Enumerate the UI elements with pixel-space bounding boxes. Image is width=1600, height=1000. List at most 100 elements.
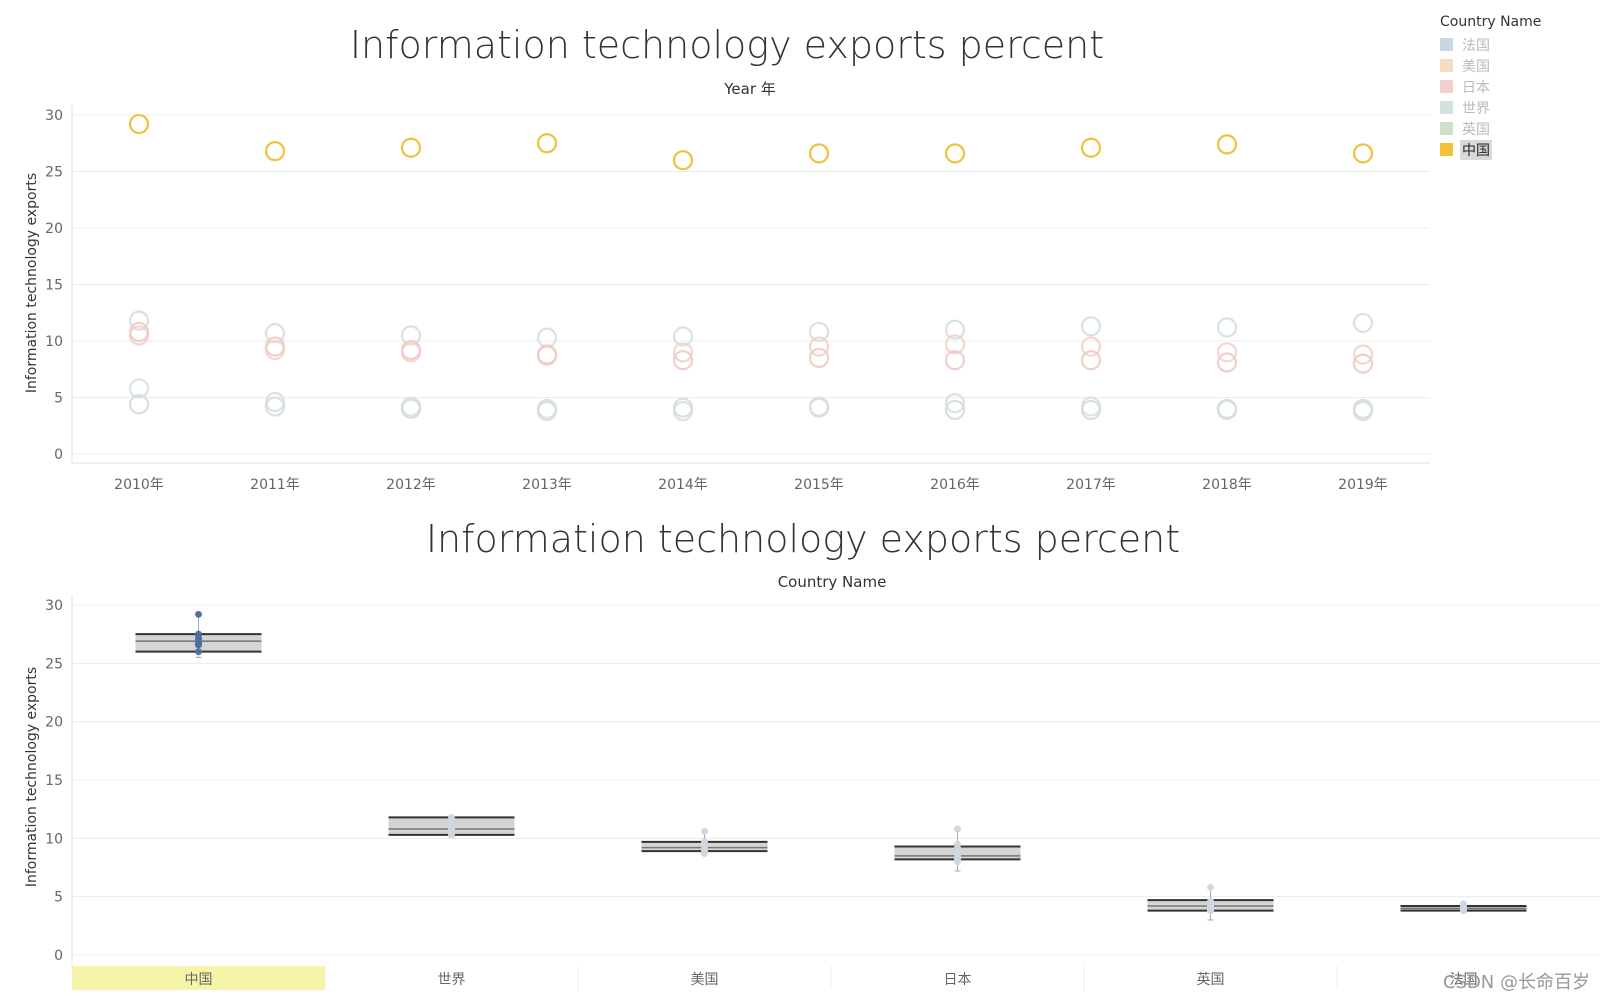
data-point-dim <box>944 350 966 371</box>
x-tick-label: 法国 <box>1450 972 1478 988</box>
box-point <box>701 840 708 848</box>
box-point <box>195 610 202 618</box>
data-point-dim <box>1080 350 1102 371</box>
x-tick-label: 2013年 <box>522 477 572 493</box>
legend-title: Country Name <box>1440 14 1542 30</box>
chart-title: Information technology exports percent <box>426 517 1180 561</box>
data-point-dim <box>1216 398 1238 419</box>
data-point-dim <box>672 342 694 363</box>
x-tick-label: 美国 <box>691 972 719 988</box>
y-tick-label: 0 <box>54 447 63 463</box>
data-point-dim <box>536 327 558 348</box>
y-tick-label: 20 <box>45 715 63 731</box>
data-point-dim <box>264 396 286 417</box>
data-point-highlight <box>944 143 966 164</box>
data-point-dim <box>1080 399 1102 421</box>
legend-item[interactable]: 世界 <box>1440 97 1590 118</box>
data-point-dim <box>264 391 286 413</box>
box-point <box>1460 904 1467 912</box>
box-point <box>195 641 202 649</box>
data-point-highlight <box>264 141 286 162</box>
box-point <box>1207 883 1214 891</box>
box-point <box>448 816 455 824</box>
x-tick-label: 2018年 <box>1202 477 1252 493</box>
box-point <box>195 631 202 639</box>
x-tick-label: 英国 <box>1197 971 1225 988</box>
legend-label: 法国 <box>1462 37 1490 54</box>
data-point-highlight <box>672 150 694 171</box>
data-point-dim <box>1352 312 1374 334</box>
legend-swatch <box>1440 122 1453 135</box>
data-point-dim <box>944 334 966 355</box>
legend-label: 中国 <box>1460 139 1492 160</box>
data-point-dim <box>1216 317 1238 338</box>
box-point <box>701 848 708 856</box>
legend-label: 日本 <box>1462 79 1490 96</box>
legend-swatch <box>1440 80 1453 93</box>
box-point <box>701 827 708 835</box>
legend-swatch <box>1440 59 1453 72</box>
box-point <box>195 648 202 656</box>
x-tick-label: 2017年 <box>1066 477 1116 493</box>
y-tick-label: 30 <box>45 108 63 124</box>
data-point-highlight <box>1352 143 1374 164</box>
legend-item[interactable]: 法国 <box>1440 34 1590 55</box>
data-point-dim <box>128 394 150 415</box>
data-point-dim <box>1216 352 1238 373</box>
data-point-dim <box>536 344 558 365</box>
data-point-highlight <box>1216 134 1238 155</box>
data-point-dim <box>808 336 830 357</box>
y-tick-label: 25 <box>45 165 63 181</box>
y-tick-label: 25 <box>45 656 63 672</box>
data-point-dim <box>1080 336 1102 357</box>
legend-items: 法国 美国日本 世界英国 中国 <box>1440 34 1590 160</box>
data-point-dim <box>672 397 694 418</box>
y-axis-label: Information technology exports <box>24 173 40 393</box>
data-point-dim <box>808 347 830 369</box>
x-axis-title: Year 年 <box>723 80 776 98</box>
y-tick-label: 15 <box>45 773 63 789</box>
y-tick-label: 20 <box>45 221 63 237</box>
legend-item[interactable]: 中国 <box>1440 139 1590 160</box>
data-point-highlight <box>1080 137 1102 158</box>
y-tick-label: 5 <box>54 890 63 906</box>
y-tick-label: 5 <box>54 391 63 407</box>
y-tick-label: 10 <box>45 831 63 847</box>
y-tick-label: 0 <box>54 948 63 964</box>
data-point-highlight <box>400 137 422 158</box>
data-point-dim <box>1352 344 1374 365</box>
y-tick-label: 30 <box>45 598 63 614</box>
data-point-dim <box>672 326 694 347</box>
data-point-dim <box>128 321 150 343</box>
legend-item[interactable]: 日本 <box>1440 76 1590 97</box>
x-tick-label: 日本 <box>944 972 972 988</box>
data-point-dim <box>1352 398 1374 419</box>
data-point-highlight <box>128 113 150 135</box>
x-tick-label: 中国 <box>185 972 213 988</box>
legend-item[interactable]: 美国 <box>1440 55 1590 76</box>
data-point-dim <box>264 336 286 357</box>
chart-title: Information technology exports percent <box>350 23 1104 67</box>
data-point-dim <box>536 400 558 422</box>
legend-swatch <box>1440 101 1453 114</box>
category-highlight <box>72 966 325 990</box>
data-point-highlight <box>808 143 830 164</box>
x-tick-label: 2010年 <box>114 477 164 493</box>
y-axis-label: Information technology exports <box>24 667 40 887</box>
data-point-dim <box>400 339 422 361</box>
x-tick-label: 2012年 <box>386 477 436 493</box>
data-point-dim <box>672 350 694 371</box>
data-point-dim <box>1080 316 1102 337</box>
x-tick-label: 2015年 <box>794 477 844 493</box>
data-point-dim <box>808 321 830 343</box>
data-point-dim <box>128 310 150 331</box>
legend-label: 英国 <box>1462 121 1490 138</box>
legend-item[interactable]: 英国 <box>1440 118 1590 139</box>
box-point <box>1207 907 1214 915</box>
watermark: CSDN @长命百岁 <box>1442 972 1590 993</box>
x-tick-label: 2014年 <box>658 477 708 493</box>
box-point <box>954 825 961 833</box>
data-point-dim <box>944 319 966 340</box>
x-axis-title: Country Name <box>778 573 887 591</box>
data-point-dim <box>1216 342 1238 363</box>
